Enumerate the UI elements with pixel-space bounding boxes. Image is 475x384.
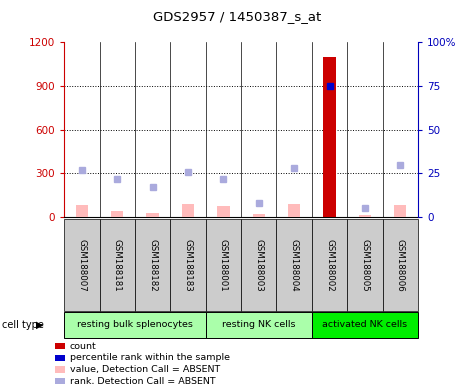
Text: cell type: cell type (2, 320, 44, 330)
Text: rank, Detection Call = ABSENT: rank, Detection Call = ABSENT (70, 377, 216, 384)
Text: GSM188005: GSM188005 (361, 238, 370, 291)
Text: GSM188182: GSM188182 (148, 238, 157, 291)
Text: count: count (70, 342, 96, 351)
Text: GSM188007: GSM188007 (77, 238, 86, 291)
Text: percentile rank within the sample: percentile rank within the sample (70, 353, 230, 362)
Bar (111, 211, 124, 217)
Bar (394, 205, 407, 217)
Text: value, Detection Call = ABSENT: value, Detection Call = ABSENT (70, 365, 220, 374)
Bar (76, 205, 88, 217)
Bar (253, 214, 265, 217)
Text: activated NK cells: activated NK cells (323, 320, 408, 329)
Text: GSM188004: GSM188004 (290, 238, 299, 291)
Bar (288, 204, 300, 217)
Text: ▶: ▶ (36, 320, 43, 330)
Bar (323, 57, 336, 217)
Text: resting bulk splenocytes: resting bulk splenocytes (77, 320, 193, 329)
Text: GSM188003: GSM188003 (254, 238, 263, 291)
Text: GSM188181: GSM188181 (113, 238, 122, 291)
Text: GSM188001: GSM188001 (219, 238, 228, 291)
Bar (146, 214, 159, 217)
Text: GSM188002: GSM188002 (325, 238, 334, 291)
Text: GSM188183: GSM188183 (183, 238, 192, 291)
Text: GSM188006: GSM188006 (396, 238, 405, 291)
Text: GDS2957 / 1450387_s_at: GDS2957 / 1450387_s_at (153, 10, 322, 23)
Text: resting NK cells: resting NK cells (222, 320, 295, 329)
Bar (217, 206, 229, 217)
Bar (359, 215, 371, 217)
Bar (182, 204, 194, 217)
